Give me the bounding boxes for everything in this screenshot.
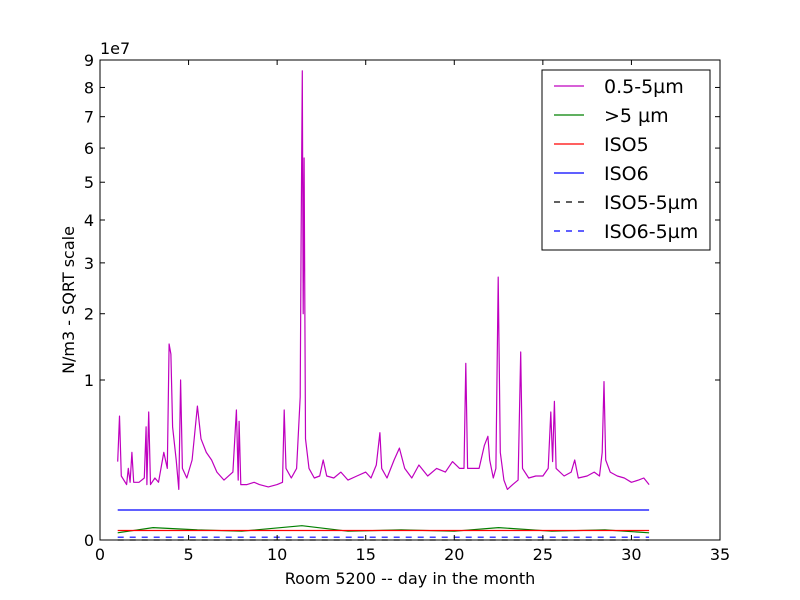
y-tick-label: 0 [84, 531, 94, 550]
y-tick-label: 3 [84, 254, 94, 273]
y-tick-label: 1 [84, 371, 94, 390]
x-tick-label: 20 [444, 545, 464, 564]
y-tick-label: 6 [84, 139, 94, 158]
x-tick-label: 15 [356, 545, 376, 564]
legend-label: 0.5-5µm [604, 76, 684, 98]
legend-box [541, 69, 711, 251]
y-tick-label: 4 [84, 211, 94, 230]
y-tick-label: 5 [84, 173, 94, 192]
legend-label: >5 µm [604, 105, 669, 127]
x-tick-label: 30 [621, 545, 641, 564]
legend: 0.5-5µm >5 µm ISO5 ISO6 ISO5-5µm ISO6-5µm [541, 69, 711, 251]
x-tick-label: 10 [267, 545, 287, 564]
legend-label: ISO6-5µm [604, 221, 698, 243]
x-tick-label: 5 [183, 545, 193, 564]
y-tick-label: 7 [84, 108, 94, 127]
y-tick-label: 8 [84, 78, 94, 97]
y-tick-label: 2 [84, 305, 94, 324]
legend-label: ISO5-5µm [604, 192, 698, 214]
axis-ticks: 0 5 10 15 20 25 30 35 0 1 2 3 4 5 6 7 8 9 [84, 51, 730, 564]
series-line [117, 70, 650, 490]
y-multiplier-label: 1e7 [100, 39, 130, 58]
x-tick-label: 35 [710, 545, 730, 564]
x-tick-label: 0 [95, 545, 105, 564]
x-tick-label: 25 [533, 545, 553, 564]
legend-label: ISO6 [604, 163, 649, 185]
series-line [117, 525, 650, 534]
x-axis-label: Room 5200 -- day in the month [285, 569, 536, 588]
y-axis-label: N/m3 - SQRT scale [59, 226, 78, 374]
y-tick-label: 9 [84, 51, 94, 70]
legend-label: ISO5 [604, 134, 649, 156]
plot-frame [99, 59, 721, 541]
